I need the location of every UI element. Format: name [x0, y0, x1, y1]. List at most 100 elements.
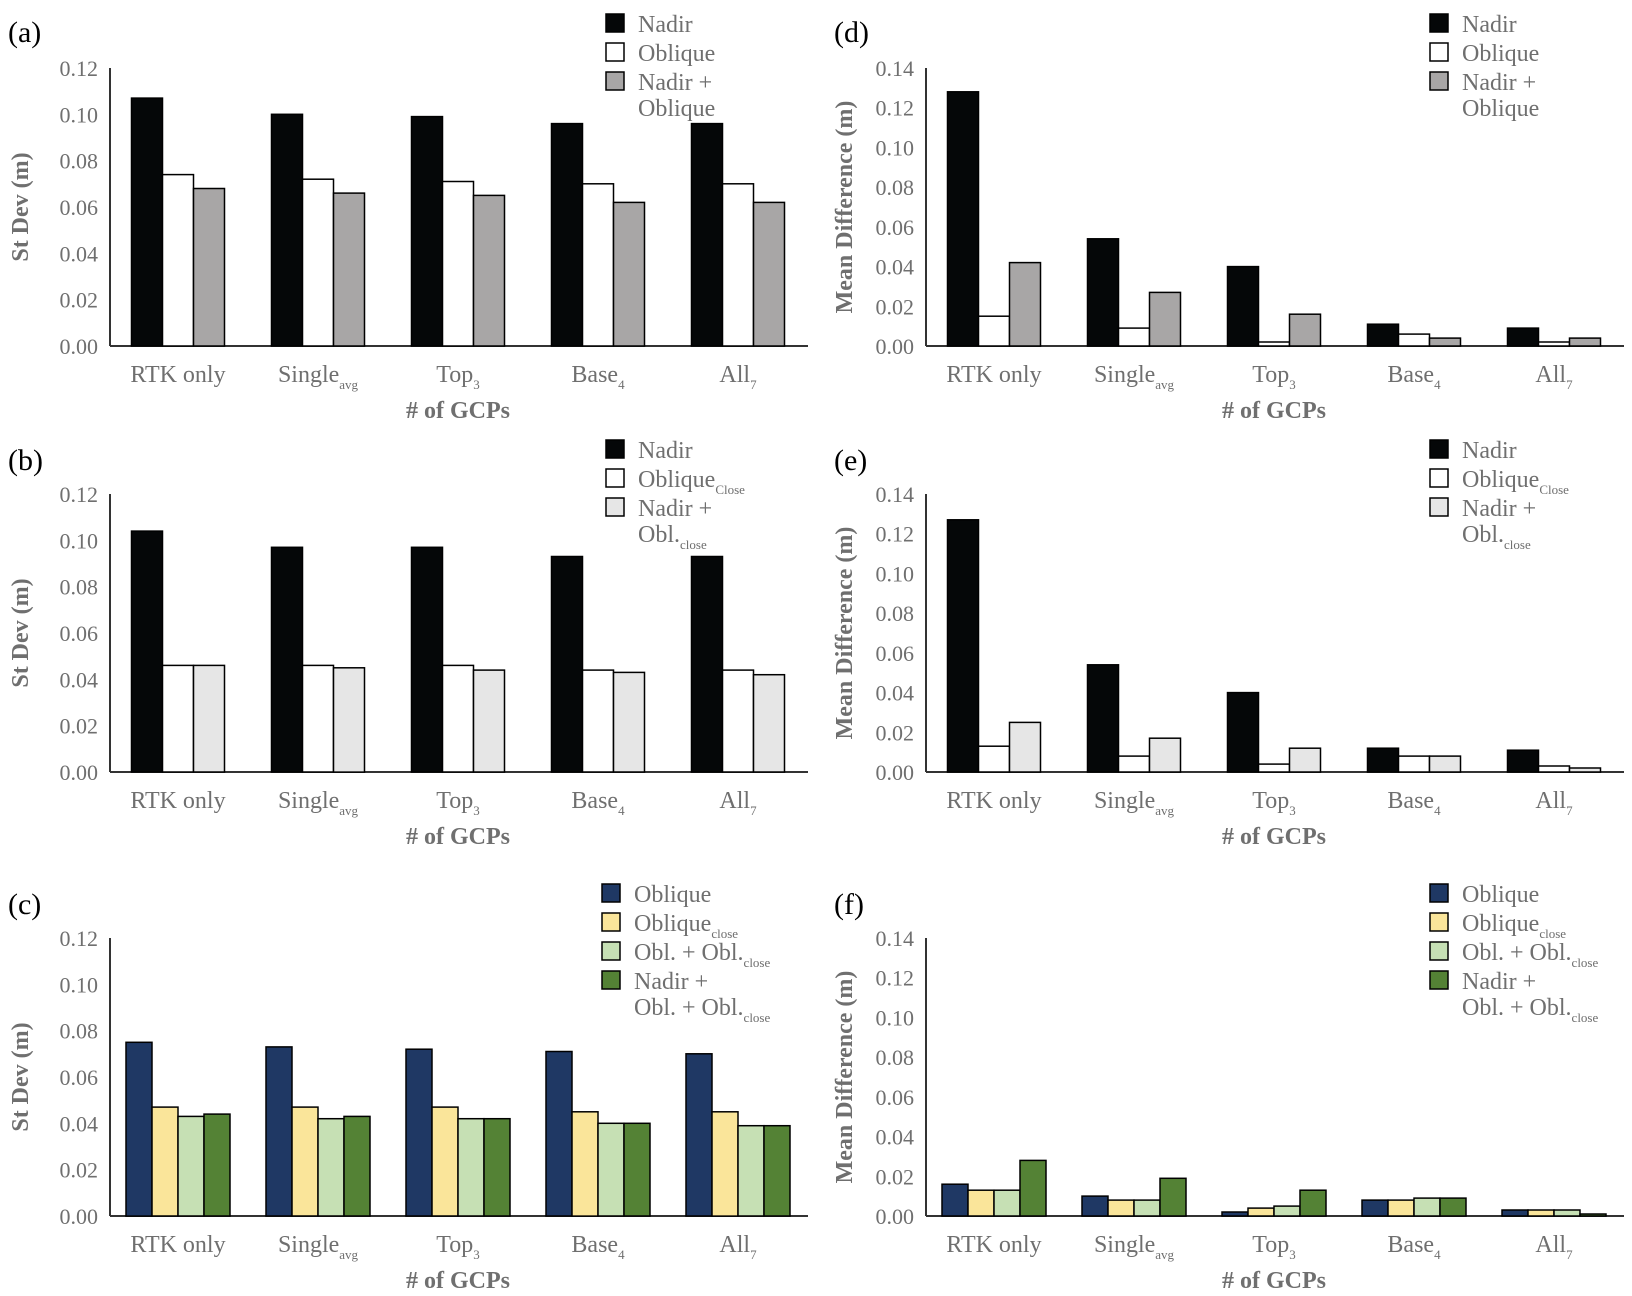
- bar: [192, 664, 226, 773]
- bar: [545, 1050, 573, 1217]
- bar: [410, 546, 444, 773]
- bar: [472, 194, 506, 347]
- y-tick-label: 0.00: [60, 1204, 99, 1229]
- y-tick-label: 0.08: [60, 575, 99, 600]
- legend-swatch: [605, 468, 625, 488]
- chart-panel-a: (a) 0.00 0.02 0.04 0.06 0.08 0.10 0.12 St Dev (m…: [8, 12, 808, 424]
- legend-label: Obl.close: [638, 522, 707, 552]
- y-tick-label: 0.10: [60, 528, 99, 553]
- y-tick-label: 0.08: [876, 601, 915, 626]
- bar: [571, 1111, 599, 1217]
- bar: [301, 178, 335, 347]
- bar: [1537, 341, 1571, 347]
- bar: [752, 201, 786, 347]
- x-tick-label: RTK only: [946, 788, 1041, 814]
- bar: [291, 1106, 319, 1217]
- bar: [1506, 749, 1540, 773]
- bar: [410, 115, 444, 347]
- x-axis-label: # of GCPs: [1222, 398, 1326, 424]
- legend-swatch: [1429, 42, 1449, 62]
- bar: [483, 1117, 511, 1217]
- bar: [343, 1115, 371, 1217]
- bar: [977, 315, 1011, 347]
- legend-label: Nadir +: [1462, 496, 1536, 522]
- bar: [130, 530, 164, 773]
- bar: [441, 180, 475, 347]
- bar: [1501, 1209, 1529, 1217]
- bar: [1133, 1199, 1161, 1217]
- bar: [472, 669, 506, 773]
- bar: [332, 667, 366, 773]
- legend-swatch: [1429, 13, 1449, 33]
- legend-label: Oblique: [638, 41, 715, 67]
- bar: [1257, 763, 1291, 773]
- y-tick-label: 0.06: [60, 621, 99, 646]
- y-tick-label: 0.06: [876, 1085, 915, 1110]
- bar: [1086, 664, 1120, 773]
- legend-label: Nadir: [1462, 12, 1517, 38]
- x-tick-label: Base4: [571, 788, 625, 818]
- y-tick-label: 0.04: [876, 255, 915, 280]
- x-tick-label: Base4: [1387, 362, 1441, 392]
- chart-panel-e: (e) 0.00 0.02 0.04 0.06 0.08 0.10 0.12 0.14 Mean …: [832, 438, 1624, 850]
- x-tick-label: Singleavg: [1094, 788, 1175, 818]
- bar: [623, 1122, 651, 1217]
- bar: [431, 1106, 459, 1217]
- y-tick-label: 0.00: [876, 334, 915, 359]
- x-tick-label: All7: [1535, 788, 1573, 818]
- legend-label: Obl. + Obl.close: [634, 995, 770, 1025]
- y-tick-label: 0.06: [876, 641, 915, 666]
- x-tick-label: Base4: [1387, 788, 1441, 818]
- x-tick-label: RTK only: [130, 788, 225, 814]
- y-tick-label: 0.02: [60, 288, 99, 313]
- bar: [1221, 1211, 1249, 1217]
- y-tick-label: 0.12: [876, 522, 915, 547]
- x-tick-label: Top3: [1252, 362, 1295, 392]
- bar: [130, 97, 164, 347]
- bar: [1506, 327, 1540, 347]
- legend-swatch: [1429, 912, 1449, 932]
- y-tick-label: 0.12: [60, 56, 99, 81]
- x-tick-label: Top3: [436, 1232, 479, 1262]
- legend-swatch: [1429, 497, 1449, 517]
- bar: [1568, 337, 1602, 347]
- bar: [161, 664, 195, 773]
- bar: [690, 555, 724, 773]
- y-axis-label: Mean Difference (m): [832, 971, 858, 1184]
- bar: [711, 1111, 739, 1217]
- bar: [151, 1106, 179, 1217]
- bar: [1361, 1199, 1389, 1217]
- legend-swatch: [605, 497, 625, 517]
- y-tick-label: 0.10: [876, 561, 915, 586]
- bar: [265, 1046, 293, 1217]
- bar: [161, 173, 195, 347]
- y-tick-label: 0.02: [876, 720, 915, 745]
- bar: [612, 671, 646, 773]
- y-tick-label: 0.12: [876, 96, 915, 121]
- bar: [1366, 323, 1400, 347]
- bar: [270, 546, 304, 773]
- legend-label: Oblique: [1462, 882, 1539, 908]
- bar: [1439, 1197, 1467, 1217]
- x-tick-label: Singleavg: [1094, 1232, 1175, 1262]
- bar: [721, 669, 755, 773]
- y-tick-label: 0.14: [876, 56, 915, 81]
- x-axis-label: # of GCPs: [406, 1268, 510, 1294]
- bar: [581, 183, 615, 347]
- legend-label: Obl. + Obl.close: [1462, 940, 1598, 970]
- legend-label: Nadir +: [1462, 70, 1536, 96]
- bar: [192, 187, 226, 347]
- x-tick-label: All7: [1535, 1232, 1573, 1262]
- legend-label: Obl.close: [1462, 522, 1531, 552]
- y-tick-label: 0.10: [876, 135, 915, 160]
- x-tick-label: Top3: [436, 362, 479, 392]
- bar: [1537, 765, 1571, 773]
- y-tick-label: 0.10: [876, 1005, 915, 1030]
- legend-label: Nadir: [638, 438, 693, 464]
- panel-label: (c): [8, 888, 41, 921]
- x-tick-label: Base4: [571, 362, 625, 392]
- y-tick-label: 0.06: [60, 1065, 99, 1090]
- bar: [1366, 747, 1400, 773]
- bar: [581, 669, 615, 773]
- y-tick-label: 0.04: [876, 681, 915, 706]
